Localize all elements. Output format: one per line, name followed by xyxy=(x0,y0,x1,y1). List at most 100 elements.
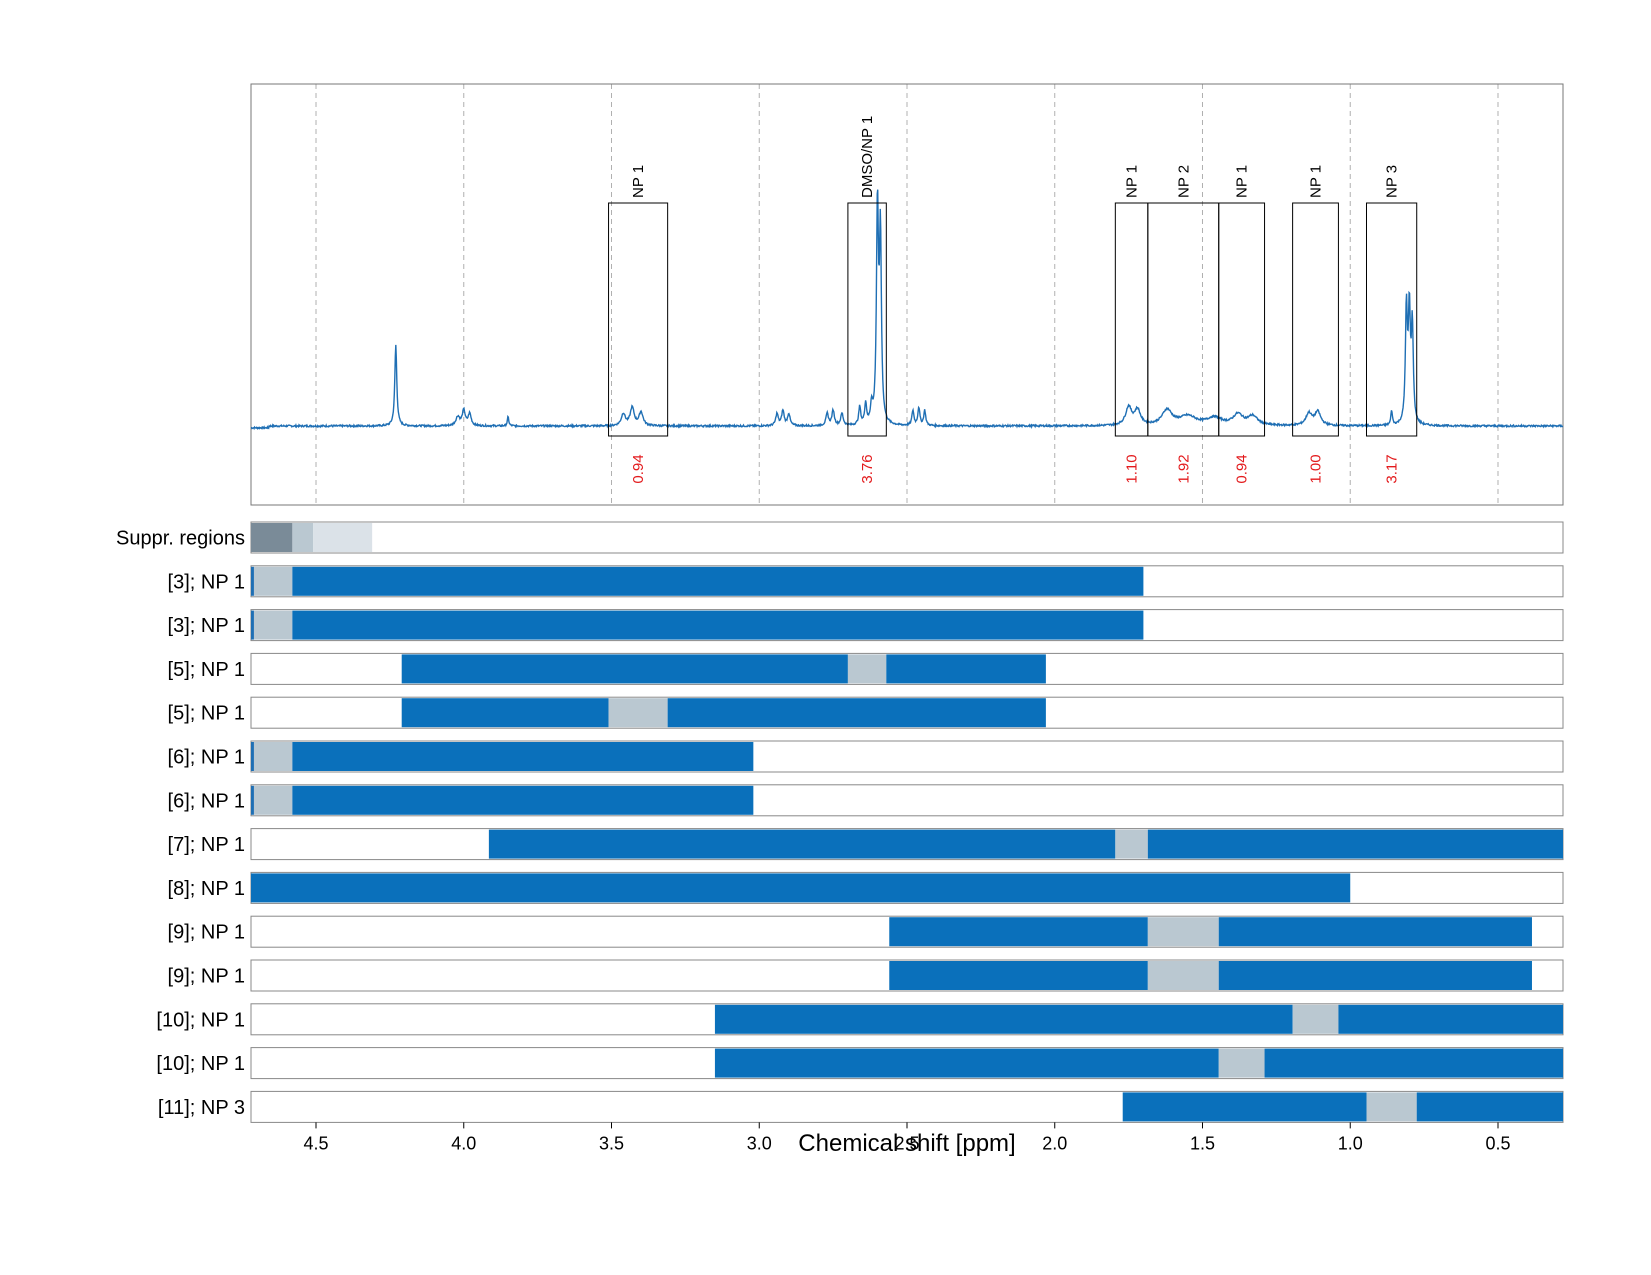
peak-region-box xyxy=(1365,202,1418,437)
assignment-row: [3]; NP 1 xyxy=(168,609,1564,642)
row-segment xyxy=(847,654,887,684)
peak-label: DMSO/NP 1 xyxy=(859,116,876,198)
row-segment xyxy=(667,698,1046,728)
row-segment xyxy=(1122,1092,1367,1122)
assignment-row: [5]; NP 1 xyxy=(168,696,1564,729)
row-segment xyxy=(251,610,254,640)
peak-region-box xyxy=(1292,202,1339,437)
row-segment xyxy=(292,610,1144,640)
spectrum-line xyxy=(250,189,1564,431)
row-label: [10]; NP 1 xyxy=(156,1009,245,1031)
row-label: [3]; NP 1 xyxy=(168,615,245,637)
assignment-row: [3]; NP 1 xyxy=(168,565,1564,598)
peak-region-box xyxy=(1147,202,1220,437)
peak-label: NP 1 xyxy=(1308,165,1325,198)
assignment-row: [10]; NP 1 xyxy=(156,1003,1564,1036)
row-segment xyxy=(251,523,293,552)
row-segment xyxy=(401,654,848,684)
row-segment xyxy=(313,523,373,552)
row-segment xyxy=(1338,1004,1563,1034)
peak-region-box xyxy=(1218,202,1266,437)
row-segment xyxy=(1115,829,1148,859)
assignment-row: [9]; NP 1 xyxy=(168,915,1564,948)
row-segment xyxy=(714,1048,1219,1078)
row-label: [8]; NP 1 xyxy=(168,878,245,900)
x-axis-title: Chemical shift [ppm] xyxy=(798,1130,1015,1157)
integral-value: 1.00 xyxy=(1308,454,1325,483)
x-tick-label: 2.0 xyxy=(1042,1133,1067,1153)
x-tick-label: 2.5 xyxy=(894,1133,919,1153)
row-segment xyxy=(1264,1048,1563,1078)
row-segment xyxy=(889,917,1148,947)
row-segment xyxy=(253,566,293,596)
peak-label: NP 1 xyxy=(1234,165,1251,198)
x-tick-label: 1.5 xyxy=(1190,1133,1215,1153)
peak-label: NP 3 xyxy=(1384,165,1401,198)
row-segment xyxy=(889,961,1148,990)
grid-lines xyxy=(315,84,1499,505)
row-label: [9]; NP 1 xyxy=(168,922,245,944)
row-segment xyxy=(608,698,668,728)
x-tick-label: 0.5 xyxy=(1485,1133,1510,1153)
row-segment xyxy=(253,742,293,771)
row-segment xyxy=(1292,1004,1339,1034)
row-label: [6]; NP 1 xyxy=(168,747,245,769)
integral-value: 1.92 xyxy=(1175,454,1192,483)
x-tick-label: 4.5 xyxy=(303,1133,328,1153)
row-segment xyxy=(714,1004,1293,1034)
row-segment xyxy=(1147,917,1219,947)
row-label: [5]; NP 1 xyxy=(168,703,245,725)
row-segment xyxy=(401,698,609,728)
x-tick-label: 3.0 xyxy=(747,1133,772,1153)
x-tick-label: 3.5 xyxy=(599,1133,624,1153)
row-segment xyxy=(251,566,254,596)
assignment-row: [11]; NP 3 xyxy=(158,1090,1564,1123)
peak-region-box xyxy=(1114,202,1149,437)
peak-region-box xyxy=(608,202,669,437)
peak-label: NP 2 xyxy=(1175,165,1192,198)
assignment-rows: Suppr. regions [3]; NP 1 [3]; NP 1 [5]; NP … xyxy=(116,521,1564,1123)
x-tick-label: 4.0 xyxy=(451,1133,476,1153)
peak-label: NP 1 xyxy=(630,165,647,198)
assignment-row: [8]; NP 1 xyxy=(168,871,1564,904)
integral-value: 3.76 xyxy=(859,454,876,483)
row-label: [6]; NP 1 xyxy=(168,790,245,812)
row-segment xyxy=(488,829,1116,859)
row-label: [3]; NP 1 xyxy=(168,571,245,593)
row-segment xyxy=(251,742,254,771)
row-label: [10]; NP 1 xyxy=(156,1053,245,1075)
spectrum-panel: NP 1 0.94 DMSO/NP 1 3.76 NP 1 1.10 NP 2 1.92 NP … xyxy=(250,83,1564,506)
row-label: [5]; NP 1 xyxy=(168,659,245,681)
row-segment xyxy=(1218,917,1532,947)
row-segment xyxy=(1147,961,1219,990)
integral-value: 0.94 xyxy=(630,454,647,483)
x-tick-label: 1.0 xyxy=(1338,1133,1363,1153)
assignment-row: [5]; NP 1 xyxy=(168,652,1564,685)
assignment-row: [7]; NP 1 xyxy=(168,828,1564,861)
row-segment xyxy=(251,873,1351,903)
peak-region-box xyxy=(847,202,887,437)
row-segment xyxy=(1147,829,1563,859)
integral-value: 1.10 xyxy=(1124,454,1141,483)
row-segment xyxy=(886,654,1046,684)
row-label: Suppr. regions xyxy=(116,528,245,550)
row-segment xyxy=(1218,1048,1265,1078)
row-segment xyxy=(251,785,254,815)
row-label: [7]; NP 1 xyxy=(168,834,245,856)
row-segment xyxy=(292,742,754,771)
row-segment xyxy=(292,566,1144,596)
integral-value: 0.94 xyxy=(1234,454,1251,483)
row-segment xyxy=(1218,961,1532,990)
assignment-row: [10]; NP 1 xyxy=(156,1047,1564,1080)
row-segment xyxy=(1366,1092,1417,1122)
assignment-row: [6]; NP 1 xyxy=(168,784,1564,817)
row-label: [9]; NP 1 xyxy=(168,966,245,988)
integral-value: 3.17 xyxy=(1384,454,1401,483)
assignment-row: Suppr. regions xyxy=(116,521,1564,554)
x-axis: 4.5 4.0 3.5 3.0 2.5 2.0 1.5 1.0 0.5 xyxy=(303,1122,1511,1153)
row-segment xyxy=(253,785,293,815)
row-label: [11]; NP 3 xyxy=(158,1097,245,1119)
assignment-row: [9]; NP 1 xyxy=(168,959,1564,992)
spectrum-frame xyxy=(250,83,1564,506)
